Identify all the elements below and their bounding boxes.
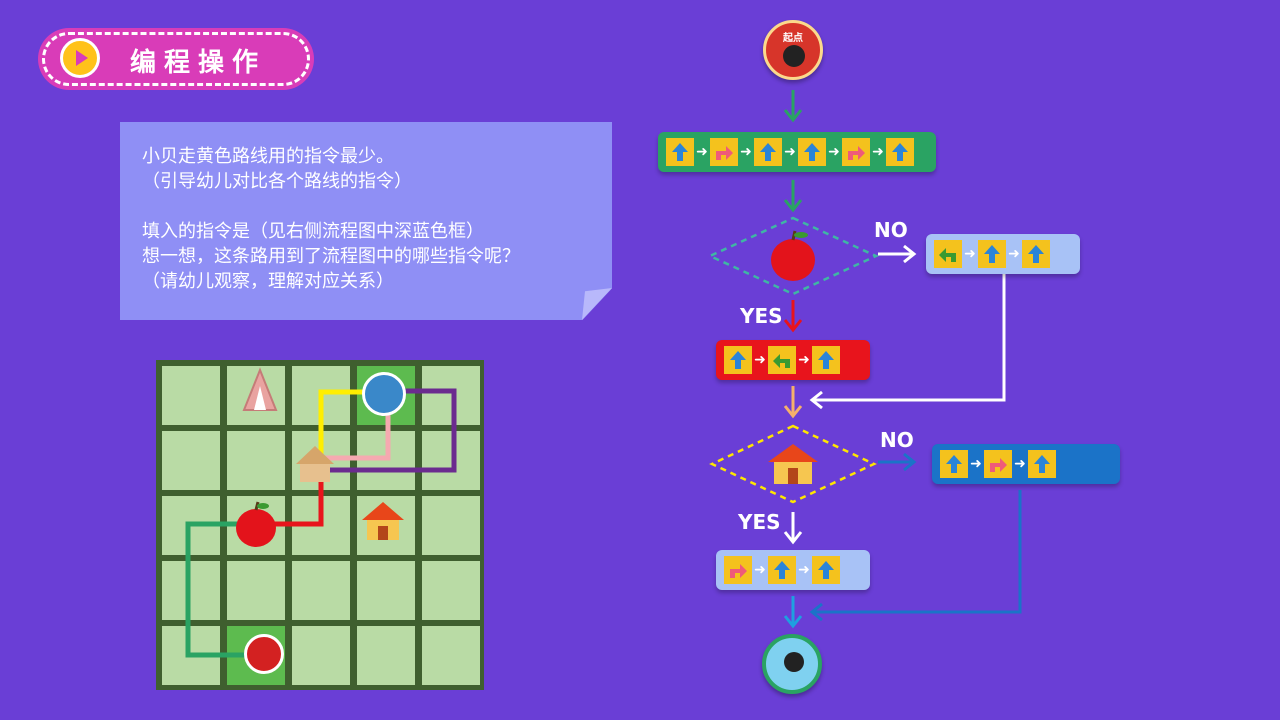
up-command-icon <box>798 138 826 166</box>
title-pill: 编程操作 <box>38 28 314 90</box>
grid-cell <box>227 561 285 620</box>
up-command-icon <box>940 450 968 478</box>
yes-label-2: YES <box>738 510 781 534</box>
up-command-icon <box>666 138 694 166</box>
left-turn-command-icon <box>768 346 796 374</box>
next-arrow-icon: ➜ <box>754 352 766 368</box>
path-grid-map <box>156 360 484 690</box>
next-arrow-icon: ➜ <box>696 144 708 160</box>
grid-cell <box>422 366 480 425</box>
note-line-4: 填入的指令是（见右侧流程图中深蓝色框） <box>142 221 484 242</box>
tent-icon <box>242 367 278 411</box>
grid-cell <box>292 626 350 685</box>
up-command-icon <box>1022 240 1050 268</box>
up-command-icon <box>812 556 840 584</box>
grid-cell <box>422 431 480 490</box>
next-arrow-icon: ➜ <box>828 144 840 160</box>
note-text: 小贝走黄色路线用的指令最少。 （引导幼儿对比各个路线的指令） 填入的指令是（见右… <box>142 144 520 294</box>
next-arrow-icon: ➜ <box>784 144 796 160</box>
yes-label-1: YES <box>740 304 783 328</box>
next-arrow-icon: ➜ <box>1008 246 1020 262</box>
next-arrow-icon: ➜ <box>964 246 976 262</box>
title-border <box>42 32 310 86</box>
command-box-yes-2: ➜ ➜ <box>716 550 870 590</box>
command-box-no-2: ➜ ➜ <box>932 444 1120 484</box>
play-icon <box>60 38 100 78</box>
up-command-icon <box>754 138 782 166</box>
up-command-icon <box>886 138 914 166</box>
grid-cell <box>422 626 480 685</box>
note-line-6: （请幼儿观察，理解对应关系） <box>142 271 394 292</box>
up-command-icon <box>724 346 752 374</box>
grid-cell <box>227 431 285 490</box>
grid-cell <box>422 561 480 620</box>
instruction-note: 小贝走黄色路线用的指令最少。 （引导幼儿对比各个路线的指令） 填入的指令是（见右… <box>120 122 612 320</box>
up-command-icon <box>812 346 840 374</box>
next-arrow-icon: ➜ <box>798 562 810 578</box>
right-turn-command-icon <box>724 556 752 584</box>
up-command-icon <box>978 240 1006 268</box>
note-line-5: 想一想，这条路用到了流程图中的哪些指令呢？ <box>142 246 520 267</box>
up-command-icon <box>1028 450 1056 478</box>
next-arrow-icon: ➜ <box>754 562 766 578</box>
grid-cell <box>162 366 220 425</box>
up-command-icon <box>768 556 796 584</box>
apple-icon <box>236 501 276 547</box>
next-arrow-icon: ➜ <box>970 456 982 472</box>
grid-cell <box>422 496 480 555</box>
house-icon <box>362 502 404 540</box>
next-arrow-icon: ➜ <box>1014 456 1026 472</box>
house-condition-icon <box>768 444 818 484</box>
left-turn-command-icon <box>934 240 962 268</box>
start-marker-icon <box>244 634 284 674</box>
grid-cell <box>357 626 415 685</box>
destination-marker-icon <box>362 372 406 416</box>
next-arrow-icon: ➜ <box>740 144 752 160</box>
page-title: 编程操作 <box>130 48 267 78</box>
character-icon <box>784 652 804 672</box>
end-node <box>762 634 822 694</box>
command-box-yes-1: ➜ ➜ <box>716 340 870 380</box>
next-arrow-icon: ➜ <box>872 144 884 160</box>
command-box-main: ➜ ➜ ➜ ➜ ➜ <box>658 132 936 172</box>
start-label: 起点 <box>783 33 803 44</box>
note-line-1: 小贝走黄色路线用的指令最少。 <box>142 146 394 167</box>
grid-cell <box>162 561 220 620</box>
straw-house-icon <box>296 446 334 482</box>
grid-cell <box>162 431 220 490</box>
apple-condition-icon <box>771 230 815 281</box>
grid-cell <box>357 561 415 620</box>
right-turn-command-icon <box>984 450 1012 478</box>
no-label-2: NO <box>880 428 914 452</box>
grid-cell <box>292 561 350 620</box>
start-node: 起点 <box>763 20 823 80</box>
next-arrow-icon: ➜ <box>798 352 810 368</box>
no-label-1: NO <box>874 218 908 242</box>
right-turn-command-icon <box>842 138 870 166</box>
right-turn-command-icon <box>710 138 738 166</box>
note-line-2: （引导幼儿对比各个路线的指令） <box>142 171 412 192</box>
character-icon <box>783 45 805 67</box>
command-box-no-1: ➜ ➜ <box>926 234 1080 274</box>
